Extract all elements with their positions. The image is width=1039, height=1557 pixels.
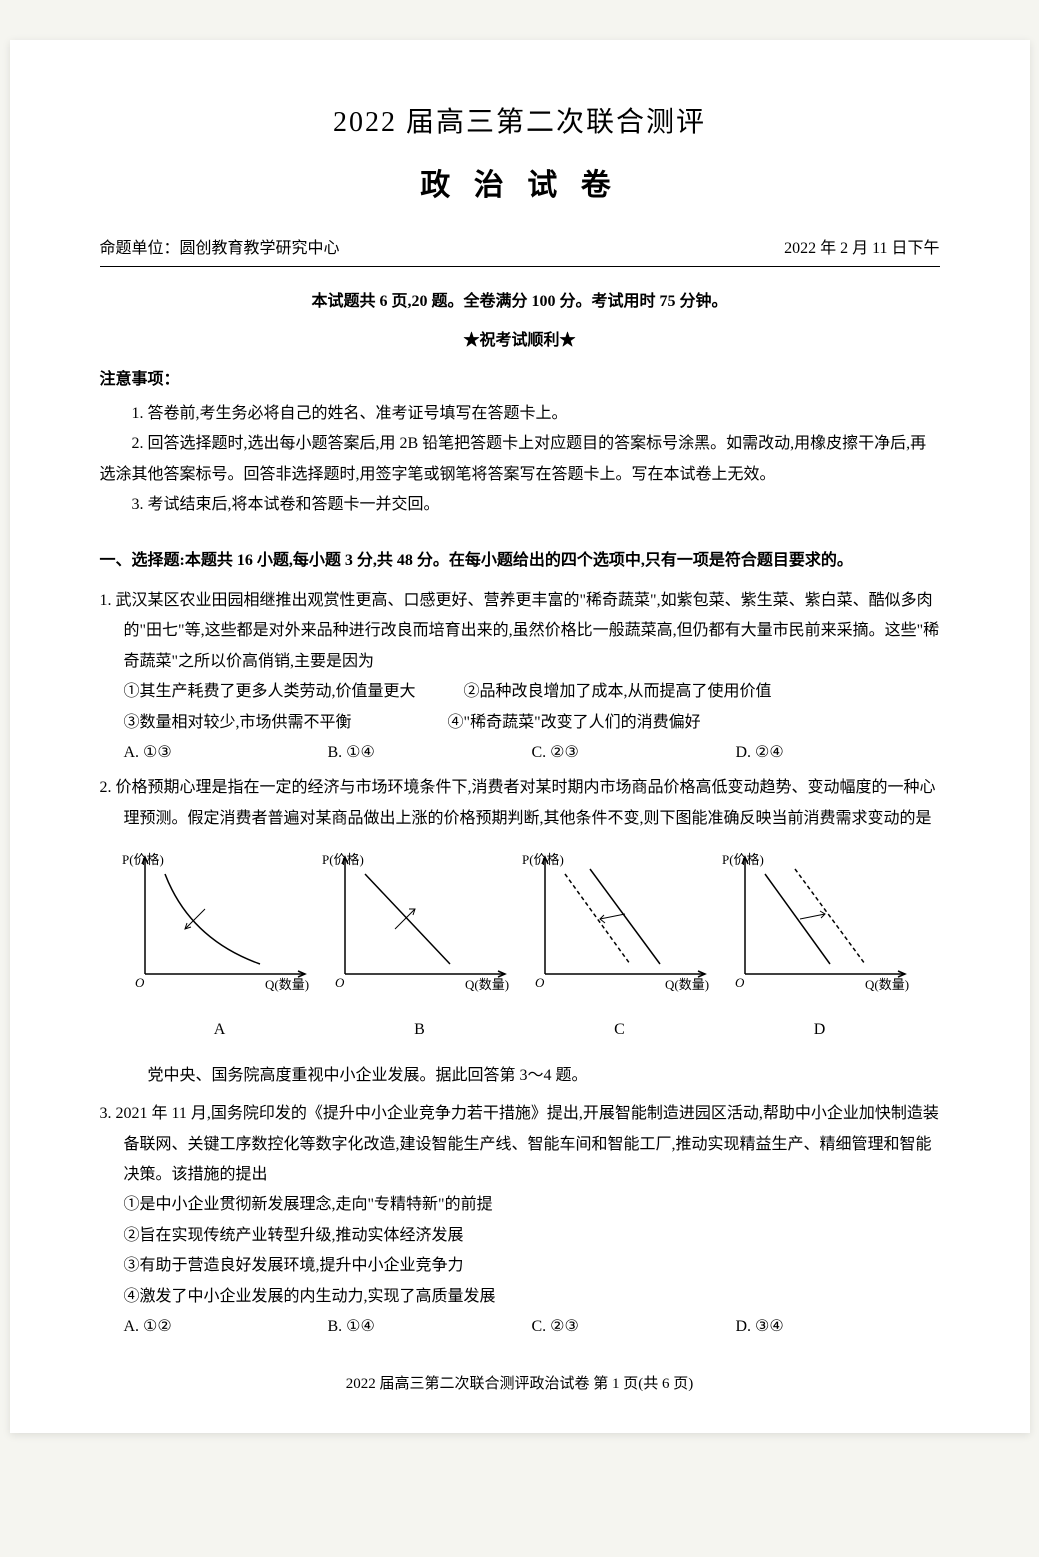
q3-opt-c: C. ②③ <box>532 1312 736 1342</box>
svg-text:Q(数量): Q(数量) <box>465 977 509 992</box>
notice-item-2: 2. 回答选择题时,选出每小题答案后,用 2B 铅笔把答题卡上对应题目的答案标号… <box>100 429 940 490</box>
svg-text:O: O <box>135 975 145 990</box>
chart-d-label: D <box>720 1015 920 1045</box>
q1-sub-1: ①其生产耗费了更多人类劳动,价值量更大 ②品种改良增加了成本,从而提高了使用价值 <box>100 677 940 707</box>
sub-title: 政 治 试 卷 <box>100 160 940 204</box>
notice-section: 注意事项： 1. 答卷前,考生务必将自己的姓名、准考证号填写在答题卡上。 2. … <box>100 365 940 521</box>
question-1: 1. 武汉某区农业田园相继推出观赏性更高、口感更好、营养更丰富的"稀奇蔬菜",如… <box>100 586 940 768</box>
header-info-row: 命题单位：圆创教育教学研究中心 2022 年 2 月 11 日下午 <box>100 234 940 267</box>
good-luck: ★祝考试顺利★ <box>100 326 940 350</box>
q1-text: 1. 武汉某区农业田园相继推出观赏性更高、口感更好、营养更丰富的"稀奇蔬菜",如… <box>100 586 940 677</box>
q3-text: 3. 2021 年 11 月,国务院印发的《提升中小企业竞争力若干措施》提出,开… <box>100 1099 940 1190</box>
q1-opt-c: C. ②③ <box>532 738 736 768</box>
svg-text:Q(数量): Q(数量) <box>665 977 709 992</box>
q1-options: A. ①③ B. ①④ C. ②③ D. ②④ <box>100 738 940 768</box>
chart-c-svg: P(价格) Q(数量) O <box>520 849 720 999</box>
chart-c-label: C <box>520 1015 720 1045</box>
svg-text:O: O <box>535 975 545 990</box>
exam-info: 本试题共 6 页,20 题。全卷满分 100 分。考试用时 75 分钟。 <box>100 287 940 311</box>
q1-opt-b: B. ①④ <box>328 738 532 768</box>
q3-sub-2: ②旨在实现传统产业转型升级,推动实体经济发展 <box>100 1221 940 1251</box>
chart-b-svg: P(价格) Q(数量) O <box>320 849 520 999</box>
exam-page: 2022 届高三第二次联合测评 政 治 试 卷 命题单位：圆创教育教学研究中心 … <box>10 40 1030 1433</box>
chart-a-svg: P(价格) Q(数量) O <box>120 849 320 999</box>
chart-c: P(价格) Q(数量) O C <box>520 849 720 1046</box>
notice-item-1: 1. 答卷前,考生务必将自己的姓名、准考证号填写在答题卡上。 <box>100 399 940 429</box>
q1-sub-2: ③数量相对较少,市场供需不平衡 ④"稀奇蔬菜"改变了人们的消费偏好 <box>100 708 940 738</box>
question-2: 2. 价格预期心理是指在一定的经济与市场环境条件下,消费者对某时期内市场商品价格… <box>100 773 940 1046</box>
q3-opt-a: A. ①② <box>124 1312 328 1342</box>
svg-text:P(价格): P(价格) <box>522 852 564 867</box>
context-3-4: 党中央、国务院高度重视中小企业发展。据此回答第 3～4 题。 <box>100 1061 940 1091</box>
svg-text:P(价格): P(价格) <box>122 852 164 867</box>
chart-b: P(价格) Q(数量) O B <box>320 849 520 1046</box>
date-info: 2022 年 2 月 11 日下午 <box>784 234 939 258</box>
charts-row: P(价格) Q(数量) O A P(价格) Q(数量) O <box>100 849 940 1046</box>
q3-opt-d: D. ③④ <box>736 1312 940 1342</box>
chart-d-svg: P(价格) Q(数量) O <box>720 849 920 999</box>
svg-text:Q(数量): Q(数量) <box>265 977 309 992</box>
question-3: 3. 2021 年 11 月,国务院印发的《提升中小企业竞争力若干措施》提出,开… <box>100 1099 940 1342</box>
chart-d: P(价格) Q(数量) O D <box>720 849 920 1046</box>
chart-b-label: B <box>320 1015 520 1045</box>
svg-text:Q(数量): Q(数量) <box>865 977 909 992</box>
svg-text:P(价格): P(价格) <box>322 852 364 867</box>
q2-text: 2. 价格预期心理是指在一定的经济与市场环境条件下,消费者对某时期内市场商品价格… <box>100 773 940 834</box>
q1-opt-a: A. ①③ <box>124 738 328 768</box>
page-footer: 2022 届高三第二次联合测评政治试卷 第 1 页(共 6 页) <box>100 1372 940 1393</box>
notice-title: 注意事项： <box>100 365 940 389</box>
q3-opt-b: B. ①④ <box>328 1312 532 1342</box>
chart-a: P(价格) Q(数量) O A <box>120 849 320 1046</box>
q3-sub-4: ④激发了中小企业发展的内生动力,实现了高质量发展 <box>100 1282 940 1312</box>
q1-opt-d: D. ②④ <box>736 738 940 768</box>
q3-options: A. ①② B. ①④ C. ②③ D. ③④ <box>100 1312 940 1342</box>
issuer-info: 命题单位：圆创教育教学研究中心 <box>100 234 340 258</box>
section-1-title: 一、选择题:本题共 16 小题,每小题 3 分,共 48 分。在每小题给出的四个… <box>100 546 940 576</box>
q3-sub-1: ①是中小企业贯彻新发展理念,走向"专精特新"的前提 <box>100 1190 940 1220</box>
chart-a-label: A <box>120 1015 320 1045</box>
main-title: 2022 届高三第二次联合测评 <box>100 100 940 140</box>
svg-text:P(价格): P(价格) <box>722 852 764 867</box>
q3-sub-3: ③有助于营造良好发展环境,提升中小企业竞争力 <box>100 1251 940 1281</box>
svg-text:O: O <box>335 975 345 990</box>
svg-text:O: O <box>735 975 745 990</box>
notice-item-3: 3. 考试结束后,将本试卷和答题卡一并交回。 <box>100 490 940 520</box>
